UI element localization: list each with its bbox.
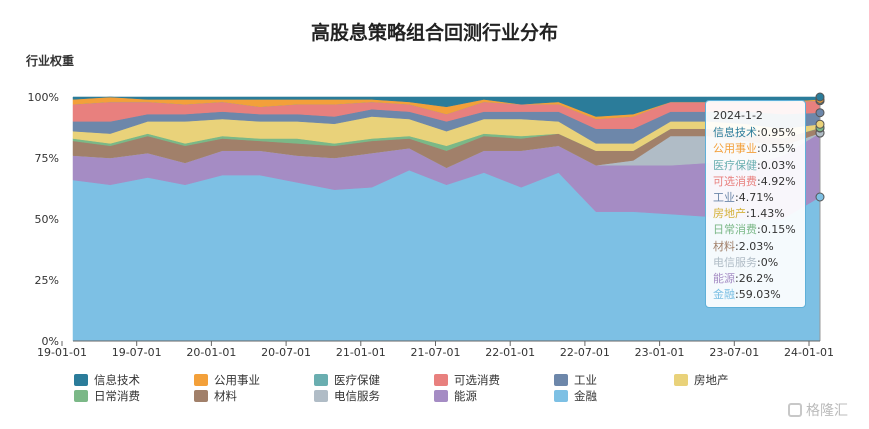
legend-label: 工业 (574, 373, 597, 387)
x-tick-label: 20-01-01 (186, 346, 236, 359)
y-tick-label: 0% (42, 335, 59, 348)
tooltip-row: 可选消费:4.92% (713, 174, 805, 190)
x-tick-label: 21-07-01 (411, 346, 461, 359)
watermark-logo-icon (788, 403, 802, 417)
tooltip-series-value: :0% (757, 255, 779, 269)
tooltip-series-value: :0.55% (757, 142, 796, 156)
tooltip-point-房地产 (815, 119, 825, 129)
legend-label: 材料 (214, 389, 237, 403)
tooltip-row: 信息技术:0.95% (713, 125, 805, 141)
tooltip-series-name: 工业 (713, 191, 735, 205)
legend-label: 可选消费 (454, 373, 500, 387)
tooltip-point-信息技术 (815, 92, 825, 102)
x-tick-label: 23-07-01 (709, 346, 759, 359)
tooltip-series-name: 能源 (713, 272, 735, 286)
legend-item[interactable]: 材料 (194, 388, 237, 404)
tooltip-row: 金融:59.03% (713, 287, 805, 303)
tooltip-series-value: :2.03% (735, 239, 774, 253)
legend-label: 公用事业 (214, 373, 260, 387)
tooltip-series-value: :26.2% (735, 272, 774, 286)
legend-item[interactable]: 医疗保健 (314, 372, 380, 388)
tooltip-row: 工业:4.71% (713, 190, 805, 206)
x-tick-label: 19-01-01 (37, 346, 87, 359)
x-tick-label: 19-07-01 (112, 346, 162, 359)
tooltip-series-name: 公用事业 (713, 142, 757, 156)
tooltip-row: 房地产:1.43% (713, 206, 805, 222)
x-tick-label: 22-07-01 (560, 346, 610, 359)
tooltip-series-value: :0.95% (757, 126, 796, 140)
tooltip-series-value: :4.92% (757, 174, 796, 188)
legend-label: 日常消费 (94, 389, 140, 403)
legend-swatch (554, 374, 568, 386)
tooltip-series-value: :0.03% (757, 158, 796, 172)
tooltip-point-工业 (815, 108, 825, 118)
legend-item[interactable]: 能源 (434, 388, 477, 404)
x-tick-label: 22-01-01 (485, 346, 535, 359)
legend-label: 能源 (454, 389, 477, 403)
legend-item[interactable]: 工业 (554, 372, 597, 388)
tooltip-row: 医疗保健:0.03% (713, 158, 805, 174)
axes: 0% 25% 50% 75% 100% 19-01-01 19-07-01 20-01-01 2… (28, 91, 834, 359)
y-tick-label: 75% (35, 152, 59, 165)
legend-item[interactable]: 电信服务 (314, 388, 380, 404)
tooltip-series-name: 信息技术 (713, 126, 757, 140)
legend-label: 电信服务 (334, 389, 380, 403)
tooltip-series-name: 金融 (713, 288, 735, 302)
legend-label: 房地产 (694, 373, 729, 387)
y-tick-label: 50% (35, 213, 59, 226)
tooltip-row: 电信服务:0% (713, 255, 805, 271)
tooltip-row: 日常消费:0.15% (713, 222, 805, 238)
tooltip-date: 2024-1-2 (713, 109, 763, 122)
legend-swatch (194, 390, 208, 402)
y-tick-label: 100% (28, 91, 59, 104)
tooltip-row: 公用事业:0.55% (713, 141, 805, 157)
legend-item[interactable]: 房地产 (674, 372, 729, 388)
chart-title: 高股息策略组合回测行业分布 (310, 22, 558, 44)
legend-item[interactable]: 公用事业 (194, 372, 260, 388)
tooltip-series-name: 电信服务 (713, 255, 757, 269)
legend-swatch (74, 374, 88, 386)
tooltip-point-金融 (815, 192, 825, 202)
tooltip-row: 能源:26.2% (713, 271, 805, 287)
tooltip-markers (815, 92, 825, 341)
tooltip-series-name: 房地产 (713, 207, 746, 221)
legend-swatch (434, 374, 448, 386)
y-axis-title: 行业权重 (26, 54, 75, 68)
tooltip: 2024-1-2 信息技术:0.95% 公用事业:0.55% 医疗保健:0.03% 可… (705, 100, 806, 308)
tooltip-series-value: :1.43% (746, 207, 785, 221)
legend-swatch (74, 390, 88, 402)
tooltip-series-name: 可选消费 (713, 174, 757, 188)
legend-swatch (674, 374, 688, 386)
legend-item[interactable]: 日常消费 (74, 388, 140, 404)
x-tick-label: 23-01-01 (635, 346, 685, 359)
x-tick-label: 20-07-01 (261, 346, 311, 359)
tooltip-series-name: 日常消费 (713, 223, 757, 237)
legend-swatch (434, 390, 448, 402)
tooltip-row: 材料:2.03% (713, 239, 805, 255)
legend-swatch (314, 390, 328, 402)
tooltip-series-name: 材料 (713, 239, 735, 253)
legend-item[interactable]: 可选消费 (434, 372, 500, 388)
legend-swatch (194, 374, 208, 386)
tooltip-series-value: :59.03% (735, 288, 781, 302)
watermark: 格隆汇 (788, 400, 848, 420)
legend-label: 医疗保健 (334, 373, 380, 387)
y-tick-label: 25% (35, 274, 59, 287)
legend-label: 信息技术 (94, 373, 140, 387)
legend-swatch (314, 374, 328, 386)
legend-item[interactable]: 金融 (554, 388, 597, 404)
x-tick-label: 21-01-01 (336, 346, 386, 359)
legend-item[interactable]: 信息技术 (74, 372, 140, 388)
watermark-text: 格隆汇 (806, 403, 848, 419)
tooltip-series-name: 医疗保健 (713, 158, 757, 172)
legend-swatch (554, 390, 568, 402)
x-tick-label: 24-01-01 (784, 346, 834, 359)
tooltip-series-value: :4.71% (735, 191, 774, 205)
legend-label: 金融 (574, 389, 597, 403)
tooltip-series-value: :0.15% (757, 223, 796, 237)
